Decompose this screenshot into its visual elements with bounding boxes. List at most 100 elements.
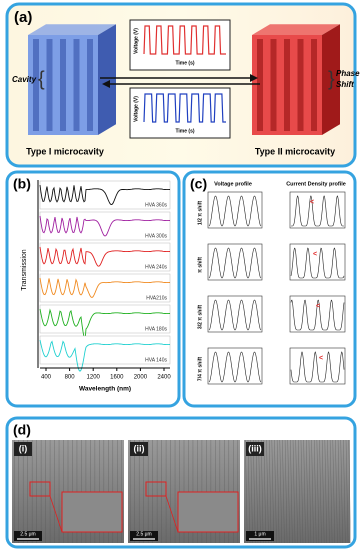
trace-box — [39, 335, 171, 365]
texture — [268, 439, 272, 544]
block-top — [252, 24, 340, 35]
texture — [340, 439, 343, 544]
texture — [303, 439, 306, 544]
label: 2.5 μm — [136, 531, 151, 537]
label: HVA 180s — [145, 326, 167, 332]
label: 800 — [65, 375, 76, 381]
label: Voltage (V) — [133, 28, 139, 54]
inset — [61, 491, 123, 533]
label: 1 μm — [254, 531, 265, 537]
mini-plot — [289, 243, 346, 281]
label: 1600 — [110, 375, 124, 381]
profile — [208, 299, 262, 331]
texture — [311, 439, 314, 544]
profile — [208, 247, 262, 279]
label: Type II microcavity — [255, 146, 335, 156]
label: HVA 300s — [145, 233, 167, 239]
profile — [290, 299, 345, 331]
trace-box — [39, 211, 171, 241]
profile — [290, 351, 345, 383]
trace-box — [39, 273, 171, 303]
mini-plot — [207, 191, 263, 229]
texture — [345, 439, 349, 544]
label: (i) — [19, 443, 28, 453]
scale-bg — [14, 531, 42, 541]
label: Phase — [336, 69, 360, 78]
brace: } — [328, 68, 335, 90]
label: Cavity — [12, 75, 37, 84]
texture — [321, 439, 325, 544]
texture — [245, 439, 248, 544]
label: HVA 140s — [145, 357, 167, 363]
spectrum — [39, 215, 171, 237]
texture — [319, 439, 322, 544]
label: 2.5 μm — [20, 531, 35, 537]
texture — [329, 439, 333, 544]
pore-column — [297, 39, 304, 131]
waveform — [143, 93, 226, 123]
label: (ii) — [134, 443, 145, 453]
label: 2400 — [157, 375, 171, 381]
texture — [266, 439, 269, 544]
texture — [313, 439, 317, 544]
spectrum — [39, 184, 171, 205]
texture — [287, 439, 290, 544]
texture — [274, 439, 277, 544]
label: (d) — [13, 422, 31, 438]
waveform — [143, 25, 226, 55]
texture — [255, 439, 259, 544]
pore-column — [284, 39, 290, 131]
texture — [298, 439, 301, 544]
label: Voltage profile — [214, 181, 252, 187]
profile — [208, 351, 262, 383]
label: 1200 — [87, 375, 101, 381]
arrowhead — [102, 80, 110, 88]
label: HVA 360s — [145, 202, 167, 208]
label-bg — [14, 442, 32, 456]
pore-column — [270, 39, 277, 131]
profile — [290, 247, 345, 279]
spectrum — [39, 246, 171, 267]
marker: < — [316, 303, 320, 310]
profile — [208, 195, 262, 227]
texture — [337, 439, 341, 544]
pore-column — [311, 39, 317, 131]
pore-column — [33, 39, 39, 131]
label: Type I microcavity — [26, 146, 104, 156]
pore-column — [257, 39, 263, 131]
texture — [260, 439, 264, 544]
label: HVA 240s — [145, 264, 167, 270]
texture — [284, 439, 288, 544]
scale-bg — [130, 531, 158, 541]
block-side — [98, 24, 116, 136]
label: Voltage (V) — [133, 96, 139, 122]
label: 1/2 π shift — [197, 201, 203, 225]
zoom-box — [145, 481, 167, 497]
pore-column — [46, 39, 53, 131]
spectrum — [39, 308, 171, 341]
inset — [177, 491, 239, 533]
texture — [271, 439, 275, 544]
label: (c) — [190, 176, 207, 192]
label-bg — [130, 442, 148, 456]
profile — [291, 195, 344, 227]
texture — [292, 439, 296, 544]
scale-bg — [246, 531, 274, 541]
block-top — [28, 24, 116, 35]
zoom-box — [29, 481, 51, 497]
mini-plot — [207, 295, 263, 333]
texture — [282, 439, 285, 544]
label-bg — [246, 442, 264, 456]
brace: { — [38, 68, 45, 90]
trace-box — [39, 304, 171, 334]
label: (iii) — [248, 443, 262, 453]
label: HVA210s — [146, 295, 167, 301]
marker: < — [319, 355, 323, 362]
texture — [247, 439, 251, 544]
label: π shift — [197, 257, 203, 273]
mini-plot — [289, 191, 346, 229]
label: (b) — [13, 176, 31, 192]
marker: < — [313, 251, 317, 258]
